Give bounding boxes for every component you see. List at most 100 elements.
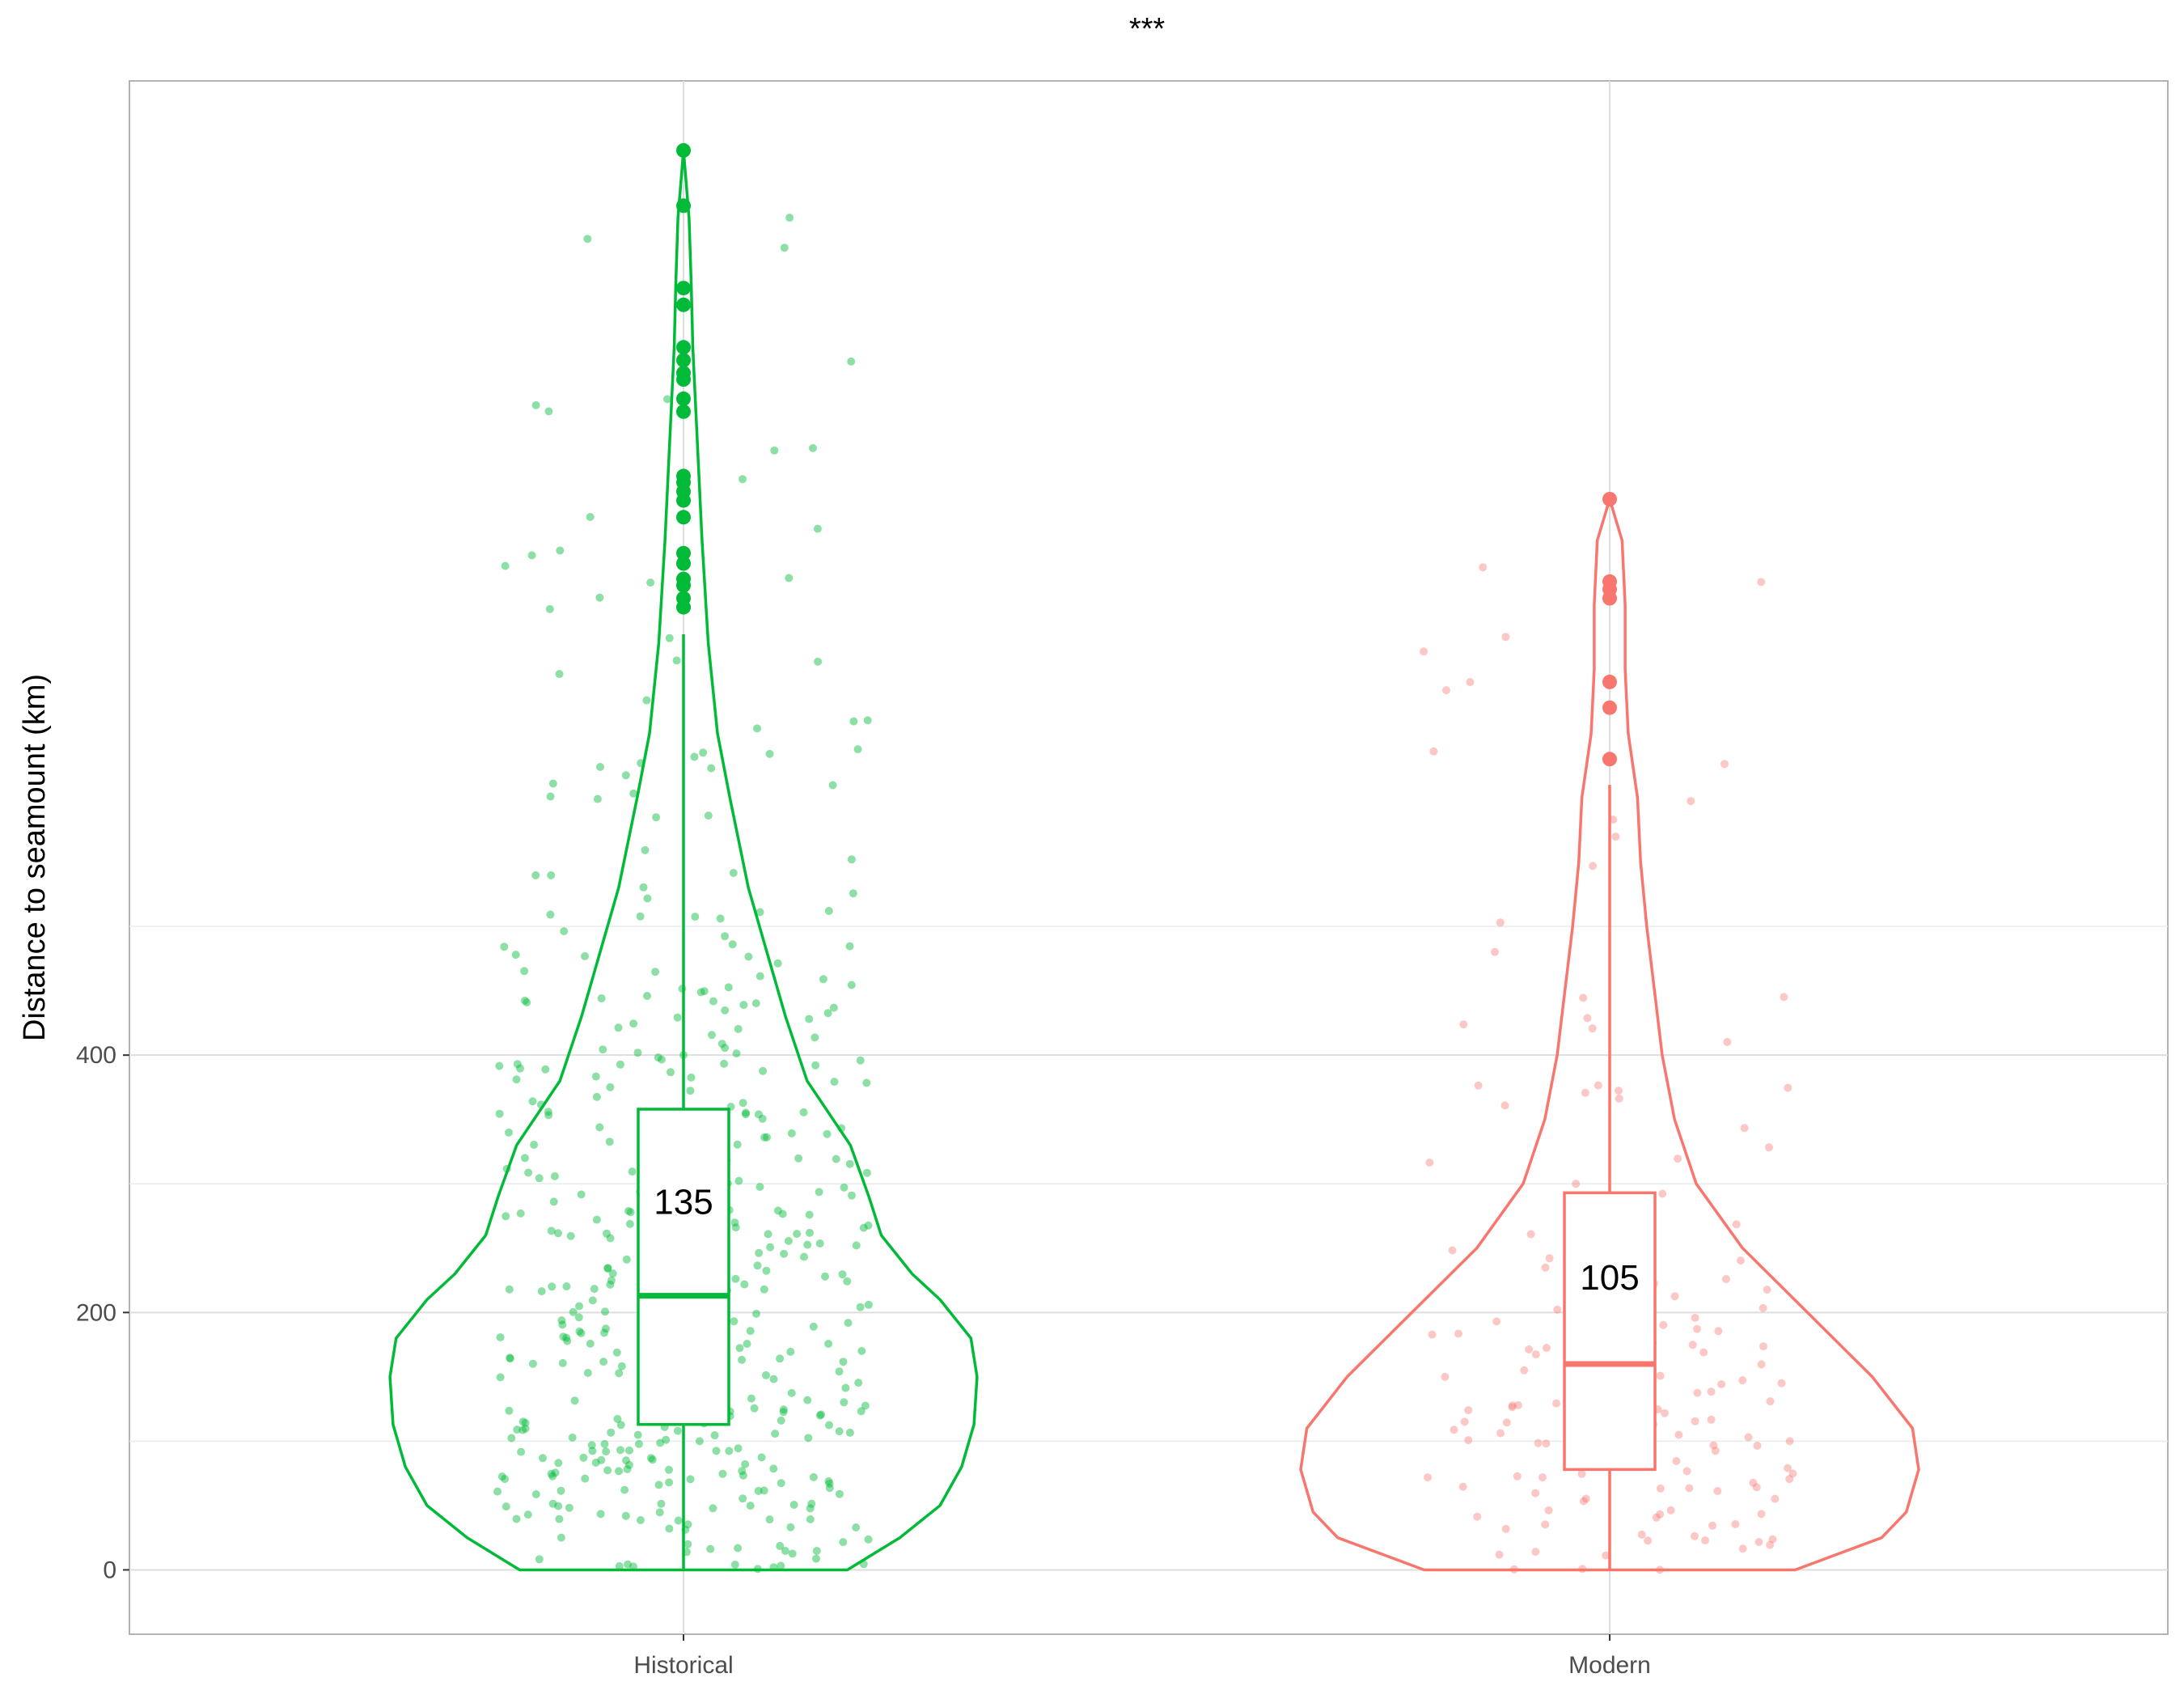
historical-jitter-point (806, 1515, 815, 1523)
historical-jitter-point (563, 1337, 572, 1345)
modern-jitter-point (1496, 1429, 1505, 1438)
historical-jitter-point (506, 1354, 514, 1363)
historical-jitter-point (603, 1466, 612, 1475)
modern-jitter-point (1740, 1124, 1749, 1133)
historical-jitter-point (655, 1508, 664, 1517)
historical-jitter-point (684, 1540, 692, 1548)
modern-jitter-point (1579, 993, 1588, 1002)
historical-jitter-point (776, 1541, 785, 1550)
historical-jitter-point (769, 1375, 778, 1383)
modern-jitter-point (1693, 1388, 1702, 1397)
historical-jitter-point (588, 1447, 597, 1455)
modern-jitter-point (1459, 1020, 1468, 1029)
historical-jitter-point (755, 1248, 764, 1257)
historical-jitter-point (828, 781, 837, 790)
historical-outlier-point (676, 281, 691, 296)
modern-jitter-point (1666, 1506, 1675, 1514)
historical-jitter-point (518, 1426, 527, 1434)
historical-outlier-point (676, 404, 691, 419)
y-axis-title: Distance to seamount (km) (18, 674, 52, 1041)
historical-jitter-point (621, 1511, 630, 1520)
historical-jitter-point (596, 763, 604, 771)
historical-jitter-point (622, 1255, 631, 1264)
historical-jitter-point (806, 1504, 815, 1513)
historical-jitter-point (551, 1468, 560, 1477)
historical-jitter-point (815, 1239, 824, 1248)
historical-jitter-point (841, 1383, 850, 1392)
modern-jitter-point (1688, 1341, 1697, 1349)
modern-jitter-point (1699, 1348, 1708, 1357)
historical-jitter-point (593, 794, 602, 803)
historical-jitter-point (823, 1129, 832, 1138)
historical-jitter-point (502, 1212, 510, 1221)
plot-panel (129, 80, 2169, 1635)
historical-jitter-point (712, 1447, 721, 1455)
historical-jitter-point (648, 1455, 657, 1464)
label-layer: 135 105 (654, 1182, 1639, 1298)
historical-jitter-point (562, 1333, 571, 1342)
modern-jitter-point (1581, 1494, 1590, 1503)
historical-jitter-point (735, 1344, 744, 1353)
historical-jitter-point (506, 1354, 514, 1362)
historical-jitter-point (549, 1197, 558, 1206)
historical-jitter-point (507, 1434, 516, 1442)
historical-jitter-point (754, 1110, 763, 1119)
historical-jitter-point (739, 475, 747, 484)
historical-jitter-point (516, 1064, 524, 1073)
historical-jitter-point (824, 1340, 833, 1348)
historical-jitter-point (651, 968, 660, 976)
historical-jitter-point (559, 1332, 568, 1341)
historical-jitter-point (852, 1523, 861, 1531)
historical-jitter-point (717, 1040, 726, 1048)
modern-violin (1299, 498, 1920, 1572)
modern-jitter-point (1766, 1540, 1775, 1549)
modern-jitter-point (1757, 578, 1766, 587)
historical-jitter-point (800, 1252, 808, 1261)
historical-jitter-point (595, 593, 604, 602)
historical-jitter-point (832, 1154, 840, 1163)
historical-jitter-point (613, 1414, 622, 1423)
historical-jitter-point (674, 1516, 683, 1525)
historical-jitter-point (545, 604, 554, 613)
historical-box (637, 1108, 730, 1426)
historical-jitter-point (587, 1441, 596, 1450)
historical-jitter-point (547, 1226, 556, 1235)
historical-jitter-point (732, 1049, 741, 1058)
historical-jitter-point (804, 1434, 813, 1442)
historical-jitter-point (771, 1430, 780, 1438)
modern-jitter-point (1757, 1360, 1766, 1369)
historical-violin (388, 149, 979, 1572)
modern-jitter-point (1464, 1406, 1473, 1415)
modern-outlier-point (1602, 700, 1617, 715)
historical-jitter-point (603, 1265, 612, 1273)
historical-jitter-point (569, 1307, 578, 1316)
historical-jitter-point (577, 1328, 586, 1337)
modern-jitter-point (1670, 1292, 1679, 1301)
modern-jitter-point (1711, 1447, 1720, 1455)
modern-jitter-point (1682, 1467, 1691, 1476)
modern-jitter-point (1531, 1489, 1540, 1498)
modern-jitter-point (1594, 1081, 1602, 1090)
historical-jitter-point (612, 1348, 621, 1357)
historical-jitter-point (629, 1019, 638, 1028)
modern-jitter-point (1744, 1433, 1753, 1442)
historical-jitter-point (847, 981, 856, 989)
historical-outlier-point (676, 198, 691, 214)
historical-jitter-point (665, 1465, 673, 1474)
modern-jitter-point (1420, 647, 1428, 656)
historical-jitter-point (864, 1535, 873, 1544)
modern-jitter-point (1479, 563, 1488, 572)
historical-jitter-point (814, 657, 823, 666)
historical-jitter-point (575, 1327, 584, 1336)
historical-jitter-point (511, 951, 520, 960)
historical-jitter-point (785, 574, 794, 582)
modern-jitter-point (1615, 1087, 1623, 1095)
historical-jitter-point (513, 1426, 522, 1434)
historical-jitter-point (643, 992, 651, 1000)
historical-jitter-point (625, 1219, 634, 1228)
modern-jitter-point (1738, 1376, 1747, 1385)
historical-jitter-point (770, 446, 779, 455)
historical-jitter-point (825, 1421, 833, 1430)
axis-layer: 0 200 400 Historical Modern (76, 1042, 1651, 1679)
historical-jitter-point (780, 244, 789, 252)
